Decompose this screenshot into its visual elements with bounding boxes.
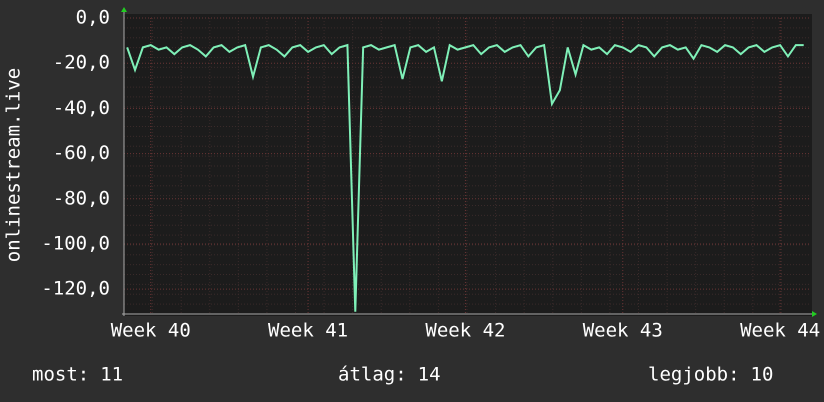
legend-value: 10 <box>751 364 774 386</box>
legend-value: 14 <box>418 364 441 386</box>
y-tick-label: -40,0 <box>53 97 110 119</box>
axis-arrow <box>121 7 127 12</box>
x-tick-label: Week 43 <box>583 320 663 342</box>
legend-value: 11 <box>100 364 123 386</box>
y-tick-label: -60,0 <box>53 142 110 164</box>
y-tick-label: -20,0 <box>53 52 110 74</box>
series-line <box>126 43 804 312</box>
axis-arrow <box>812 311 817 317</box>
x-tick-label: Week 42 <box>425 320 505 342</box>
x-tick-label: Week 41 <box>268 320 348 342</box>
x-tick-label: Week 40 <box>111 320 191 342</box>
legend-label: legjobb: <box>648 364 740 386</box>
legend-label: most: <box>32 364 89 386</box>
y-tick-label: -80,0 <box>53 187 110 209</box>
y-tick-label: -100,0 <box>41 232 110 254</box>
y-tick-label: 0,0 <box>76 7 110 29</box>
x-tick-label: Week 44 <box>740 320 820 342</box>
y-axis-label: onlinestream.live <box>3 68 25 262</box>
plot-area <box>124 14 812 316</box>
y-tick-label: -120,0 <box>41 278 110 300</box>
legend-label: átlag: <box>338 364 407 386</box>
